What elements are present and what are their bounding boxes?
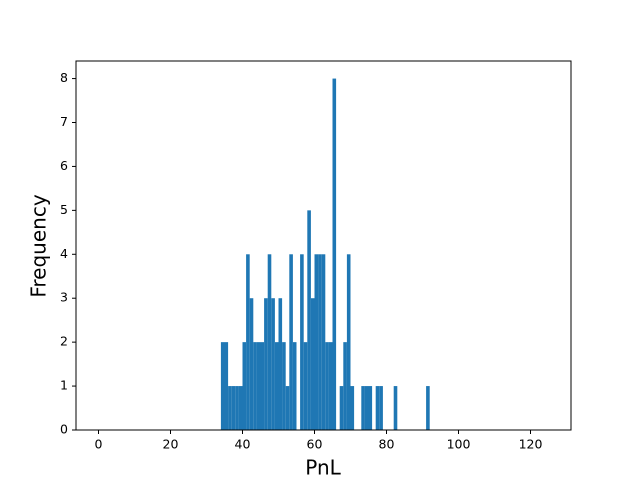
bar (249, 298, 254, 430)
bar (264, 298, 268, 430)
x-tick-label: 120 (519, 437, 543, 452)
bar (271, 298, 275, 430)
bar (282, 342, 286, 430)
bar (361, 386, 365, 430)
bar (393, 386, 398, 430)
bar (339, 386, 344, 430)
bar (228, 386, 232, 430)
bar (267, 254, 272, 430)
bar (256, 342, 261, 430)
bar (343, 342, 347, 430)
bar (346, 254, 351, 430)
bar (325, 342, 329, 430)
bar (328, 342, 333, 430)
bar (242, 342, 247, 430)
y-tick-label: 4 (60, 246, 68, 261)
bar (246, 254, 250, 430)
y-tick-label: 7 (60, 114, 68, 129)
bar (238, 386, 243, 430)
y-tick-label: 6 (60, 158, 68, 173)
bar (300, 254, 304, 430)
x-tick-label: 20 (163, 437, 179, 452)
bar (368, 386, 373, 430)
bar (303, 342, 308, 430)
bar (426, 386, 430, 430)
bar (318, 254, 322, 430)
bar (375, 386, 380, 430)
plot-area (220, 78, 430, 431)
x-axis-label: PnL (305, 456, 341, 480)
bar (289, 254, 293, 430)
bar (220, 342, 225, 430)
bar (285, 386, 290, 430)
bar (379, 386, 383, 430)
bar (314, 254, 319, 430)
bar (224, 342, 229, 430)
y-tick-label: 3 (60, 290, 68, 305)
bar (321, 254, 326, 430)
y-tick-label: 5 (60, 202, 68, 217)
y-tick-label: 8 (60, 70, 68, 85)
y-tick-label: 0 (60, 422, 68, 437)
x-tick-label: 80 (379, 437, 395, 452)
bar (332, 78, 337, 431)
y-axis-label: Frequency (27, 194, 51, 297)
bar (274, 342, 279, 430)
bar (310, 298, 315, 430)
axes-frame (75, 60, 572, 431)
x-tick-label: 0 (95, 437, 103, 452)
bar (350, 386, 355, 430)
y-tick-label: 2 (60, 334, 68, 349)
y-tick-label: 1 (60, 378, 68, 393)
x-tick-label: 100 (447, 437, 471, 452)
bar (260, 342, 265, 430)
bar (231, 386, 236, 430)
bar (235, 386, 239, 430)
bar (253, 342, 257, 430)
bar (307, 210, 311, 430)
x-tick-label: 60 (307, 437, 323, 452)
x-tick-label: 40 (235, 437, 251, 452)
bar (364, 386, 369, 430)
bar (292, 342, 297, 430)
bar (278, 298, 283, 430)
